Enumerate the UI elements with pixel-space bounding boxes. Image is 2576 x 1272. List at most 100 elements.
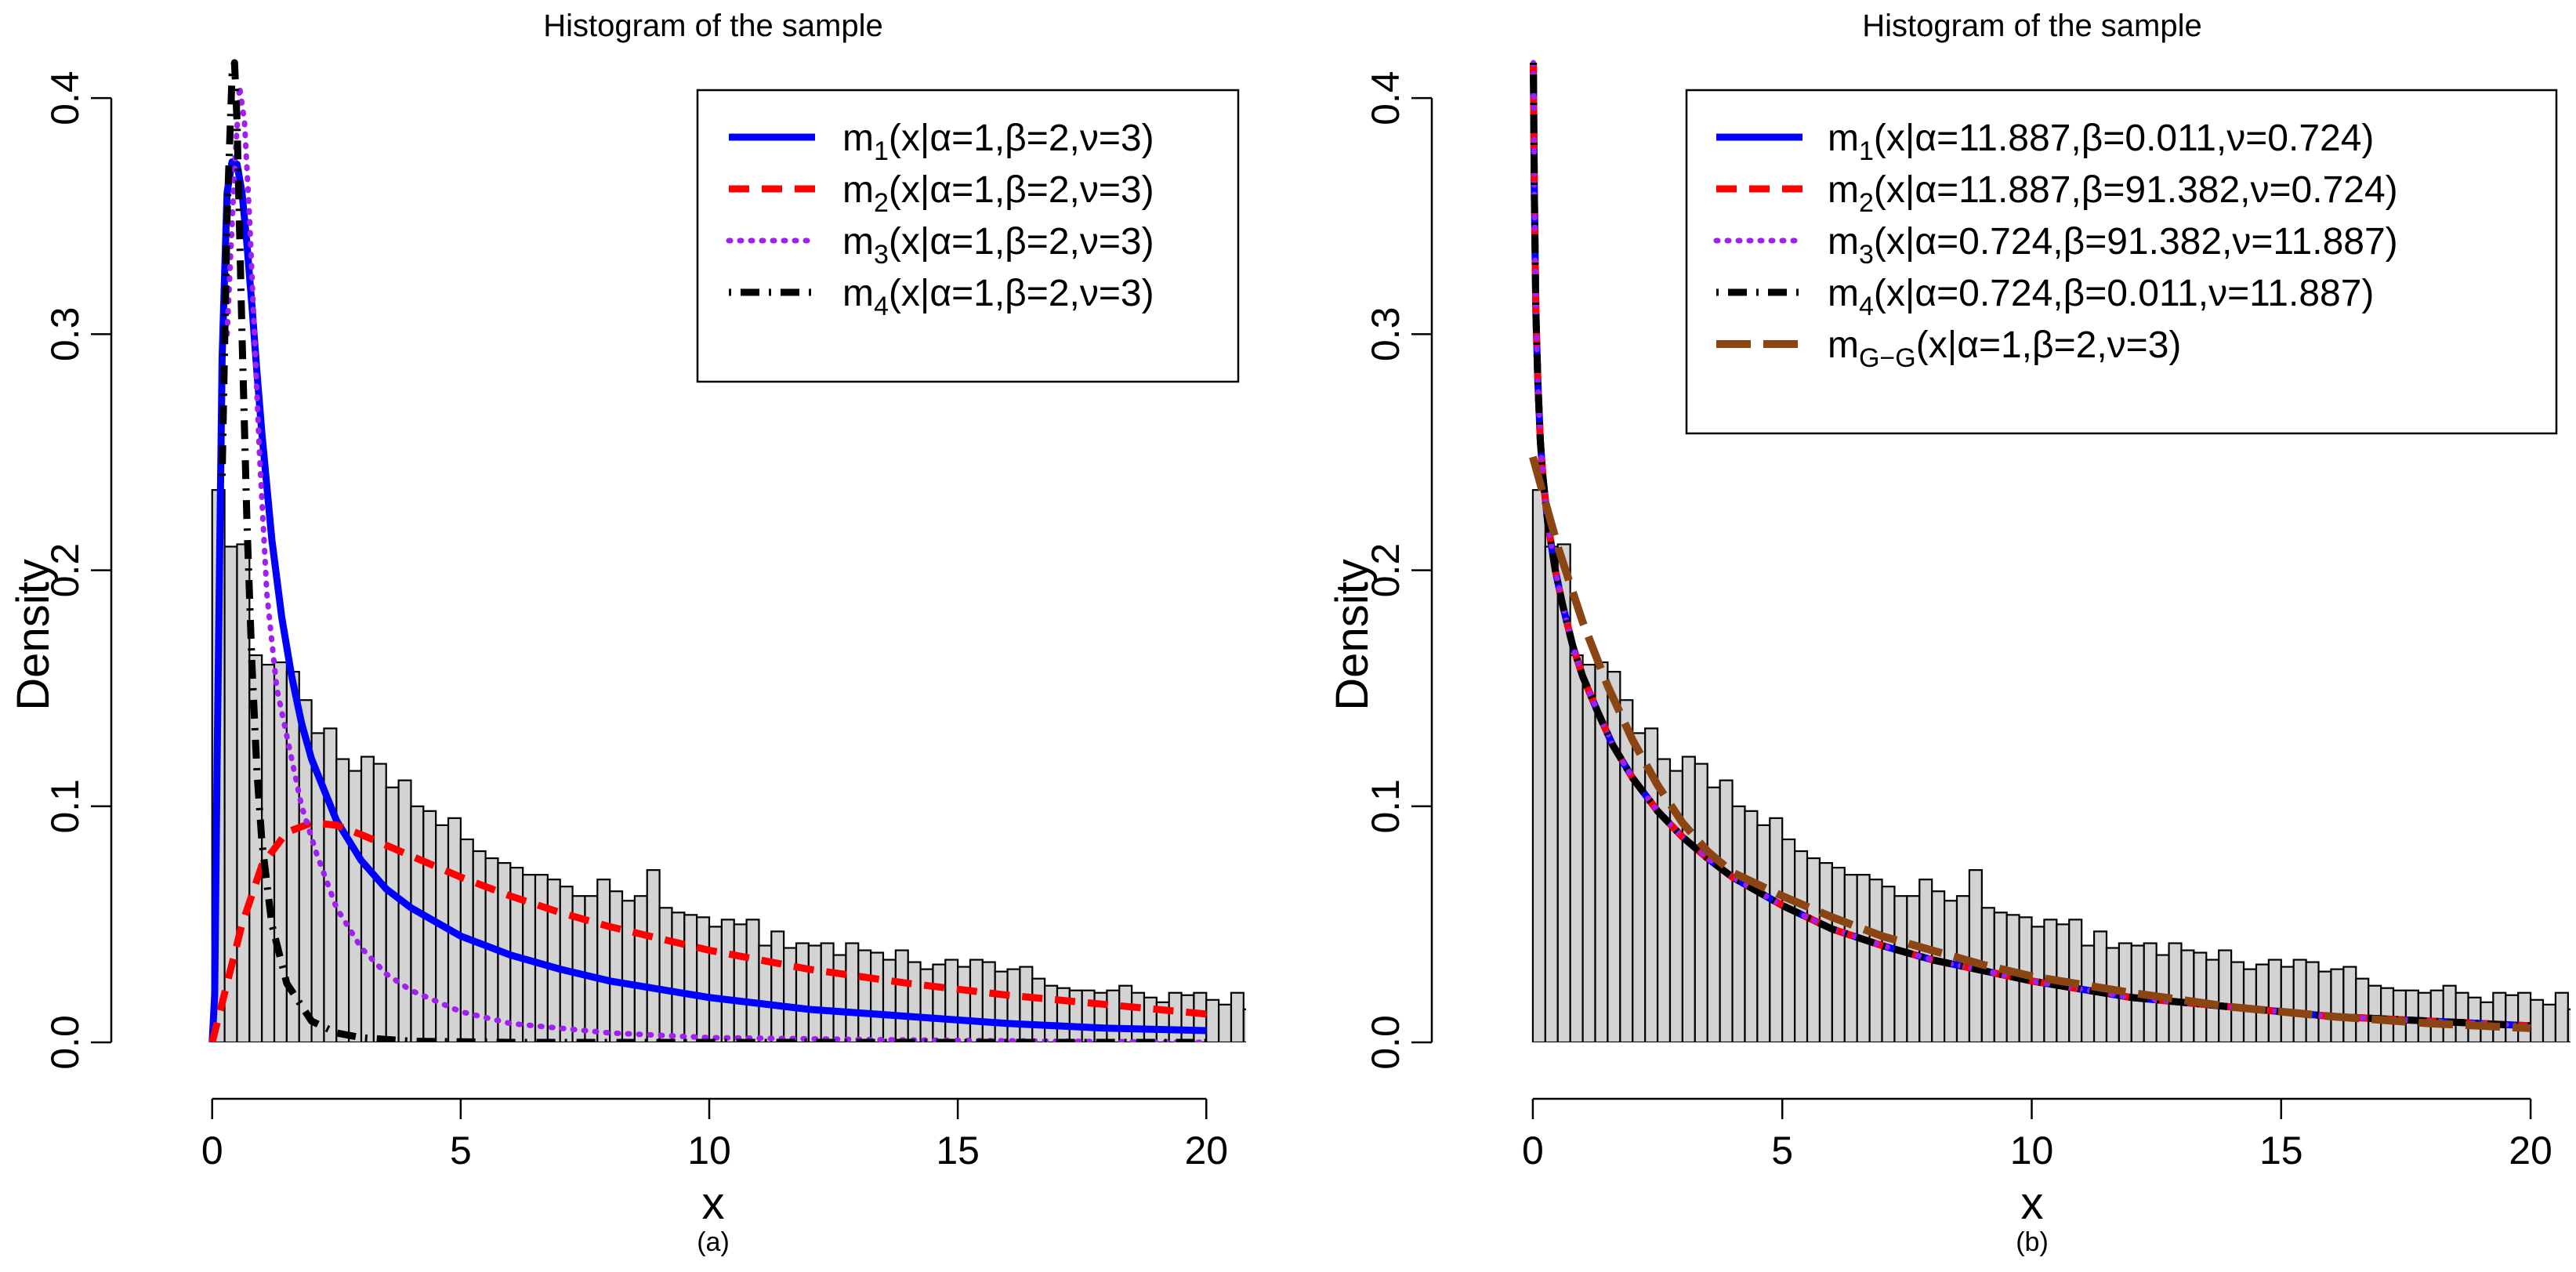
- histogram-bar: [1931, 890, 1946, 1042]
- histogram-bar: [1968, 869, 1983, 1042]
- x-tick-label: 15: [2259, 1129, 2303, 1172]
- legend-label: m2(x|α=1,β=2,ν=3): [842, 169, 1154, 218]
- panel-b-legend: m1(x|α=11.887,β=0.011,ν=0.724)m2(x|α=11.…: [1685, 89, 2558, 435]
- panel-a: Histogram of the sample x Density 0 5 10 15…: [8, 9, 1530, 1229]
- y-tick-label: 0.0: [1364, 1015, 1408, 1070]
- y-tick-label: 0.2: [1364, 543, 1408, 598]
- histogram-bar: [1205, 998, 1220, 1042]
- density-curve-1: [208, 158, 1207, 1042]
- histogram-bar: [1106, 989, 1121, 1042]
- histogram-bar: [2368, 984, 2382, 1042]
- panel-b: Histogram of the sample x Density 0 5 10 15…: [1327, 9, 2571, 1229]
- histogram-bar: [546, 879, 561, 1042]
- histogram-bar: [944, 959, 959, 1042]
- histogram-bar: [708, 926, 723, 1042]
- legend-label: m1(x|α=1,β=2,ν=3): [842, 118, 1154, 166]
- histogram-bar: [1794, 850, 1809, 1042]
- histogram-bar: [1293, 1007, 1306, 1042]
- histogram-bar: [2505, 994, 2520, 1042]
- histogram-bar: [671, 911, 686, 1042]
- histogram-bar: [1031, 977, 1046, 1042]
- panel-a-title: Histogram of the sample: [543, 9, 883, 43]
- histogram-bar: [1193, 991, 1208, 1042]
- legend-label: m3(x|α=0.724,β=91.382,ν=11.887): [1828, 221, 2398, 270]
- histogram-bar: [2429, 989, 2444, 1042]
- x-tick-label: 15: [936, 1129, 980, 1172]
- histogram-bar: [1281, 1000, 1293, 1042]
- histogram-bar: [1756, 824, 1771, 1042]
- histogram-bar: [1168, 991, 1183, 1042]
- histogram-bar: [820, 942, 835, 1042]
- histogram-bar: [832, 954, 847, 1042]
- histogram-bar: [1343, 1014, 1356, 1042]
- legend-box: [1685, 89, 2558, 435]
- histogram-bar: [2355, 977, 2370, 1042]
- panel-a-curves: [208, 59, 1209, 1042]
- panel-b-curves: [1529, 60, 2534, 1032]
- histogram-bar: [1731, 805, 1746, 1042]
- histogram-bar: [2255, 963, 2270, 1042]
- y-tick-label: 0.0: [43, 1015, 87, 1070]
- histogram-bar: [1118, 984, 1133, 1042]
- histogram-bar: [348, 770, 363, 1042]
- histogram-bar: [1517, 1014, 1530, 1042]
- histogram-bar: [2317, 970, 2332, 1042]
- histogram-bar: [696, 916, 711, 1042]
- density-curve-5: [1529, 455, 2531, 1032]
- histogram-bar: [1455, 1017, 1467, 1042]
- histogram-bar: [733, 923, 748, 1042]
- histogram-bar: [1619, 699, 1634, 1042]
- histogram-bar: [1744, 810, 1759, 1042]
- histogram-bar: [1306, 1009, 1318, 1042]
- histogram-bar: [857, 949, 872, 1042]
- histogram-bar: [1818, 861, 1833, 1042]
- histogram-bar: [1806, 857, 1821, 1042]
- panel-b-caption: (b): [2016, 1227, 2049, 1257]
- histogram-bar: [236, 543, 251, 1042]
- histogram-bar: [870, 951, 885, 1042]
- legend-label: m4(x|α=0.724,β=0.011,ν=11.887): [1828, 273, 2374, 321]
- legend-label: mG−G(x|α=1,β=2,ν=3): [1828, 324, 2181, 373]
- histogram-bar: [1769, 817, 1784, 1042]
- histogram-bar: [2442, 984, 2457, 1042]
- histogram-bar: [2517, 991, 2532, 1042]
- histogram-bar: [770, 930, 785, 1042]
- histogram-bar: [2380, 987, 2395, 1042]
- histogram-bar: [646, 869, 661, 1042]
- histogram-bar: [621, 900, 636, 1042]
- histogram-bar: [1881, 886, 1896, 1042]
- histogram-bar: [1656, 758, 1672, 1042]
- histogram-bar: [1581, 663, 1596, 1042]
- histogram-bar: [1269, 1005, 1281, 1042]
- histogram-bar: [907, 961, 922, 1042]
- histogram-bar: [1218, 1003, 1233, 1042]
- histogram-bar: [2193, 951, 2208, 1042]
- histogram-bar: [783, 947, 798, 1042]
- histogram-bar: [2529, 998, 2545, 1042]
- histogram-bar: [2305, 961, 2320, 1042]
- panel-a-xlabel: x: [702, 1178, 725, 1229]
- histogram-bar: [559, 886, 574, 1042]
- histogram-bar: [2280, 966, 2295, 1042]
- legend-label: m2(x|α=11.887,β=91.382,ν=0.724): [1828, 169, 2398, 218]
- panel-a-caption: (a): [697, 1227, 730, 1257]
- x-tick-label: 10: [687, 1129, 731, 1172]
- y-tick-label: 0.4: [1364, 71, 1408, 125]
- histogram-bar: [807, 944, 822, 1042]
- legend-label: m3(x|α=1,β=2,ν=3): [842, 221, 1154, 270]
- histogram-bar: [435, 824, 450, 1042]
- histogram-bar: [720, 919, 735, 1042]
- histogram-bar: [1831, 867, 1846, 1042]
- histogram-bar: [1081, 989, 1096, 1042]
- histogram-bar: [609, 890, 624, 1042]
- histogram-bar: [1607, 671, 1621, 1042]
- histogram-bar: [1242, 1008, 1246, 1042]
- panel-b-xlabel: x: [2021, 1178, 2044, 1229]
- histogram-bar: [1868, 879, 1883, 1042]
- histogram-bar: [385, 786, 400, 1042]
- histogram-bar: [1044, 984, 1059, 1042]
- histogram-bar: [410, 805, 425, 1042]
- panel-a-axes: 0 5 10 15 20 0.0 0.1 0.2 0.3 0.4: [43, 71, 1228, 1172]
- histogram-bar: [1143, 996, 1158, 1042]
